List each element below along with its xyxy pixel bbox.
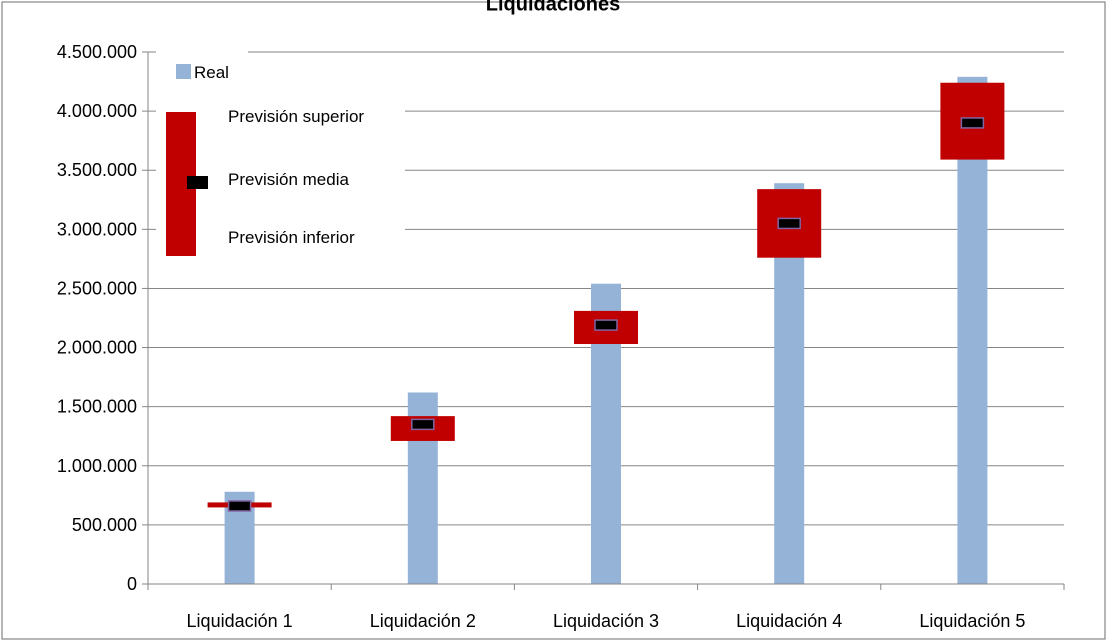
x-tick-label: Liquidación 5 (919, 611, 1025, 631)
forecast-mid-marker (960, 117, 985, 129)
axes (147, 52, 1065, 590)
y-tick-label: 3.500.000 (57, 160, 137, 180)
title-group: Liquidaciones (486, 0, 620, 15)
legend-marker-swatch (187, 176, 208, 189)
forecast-mid-marker (411, 418, 435, 431)
y-tick-label: 500.000 (72, 515, 137, 535)
gridlines (148, 51, 1064, 526)
x-tick-label: Liquidación 2 (370, 611, 476, 631)
legend: Real Previsión superior Previsión media … (156, 50, 405, 270)
forecast-mid-marker (777, 217, 801, 230)
forecast-mid-marker (594, 319, 618, 331)
y-tick-label: 4.500.000 (57, 42, 137, 62)
y-axis-ticks: 0 500.000 1.000.000 1.500.000 2.000.000 2.500… (57, 42, 148, 594)
legend-upper-label: Previsión superior (228, 107, 364, 126)
legend-mid-label: Previsión media (228, 170, 349, 189)
chart-title: Liquidaciones (486, 0, 620, 15)
y-tick-label: 4.000.000 (57, 101, 137, 121)
x-tick-label: Liquidación 1 (187, 611, 293, 631)
x-tick-label: Liquidación 4 (736, 611, 842, 631)
forecast-ranges (207, 82, 1005, 508)
real-bar (957, 76, 988, 585)
legend-real-label: Real (194, 63, 229, 82)
y-tick-label: 3.000.000 (57, 219, 137, 239)
y-tick-label: 1.500.000 (57, 397, 137, 417)
forecast-mid-marker (227, 500, 252, 512)
legend-real-swatch (176, 64, 191, 79)
legend-text-background (215, 100, 405, 260)
legend-lower-label: Previsión inferior (228, 228, 355, 247)
x-tick-label: Liquidación 3 (553, 611, 659, 631)
forecast-markers (227, 117, 985, 512)
x-axis-labels: Liquidación 1 Liquidación 2 Liquidación 3 L… (187, 611, 1026, 631)
y-tick-label: 2.500.000 (57, 278, 137, 298)
y-tick-label: 0 (127, 574, 137, 594)
y-tick-label: 2.000.000 (57, 338, 137, 358)
y-tick-label: 1.000.000 (57, 456, 137, 476)
